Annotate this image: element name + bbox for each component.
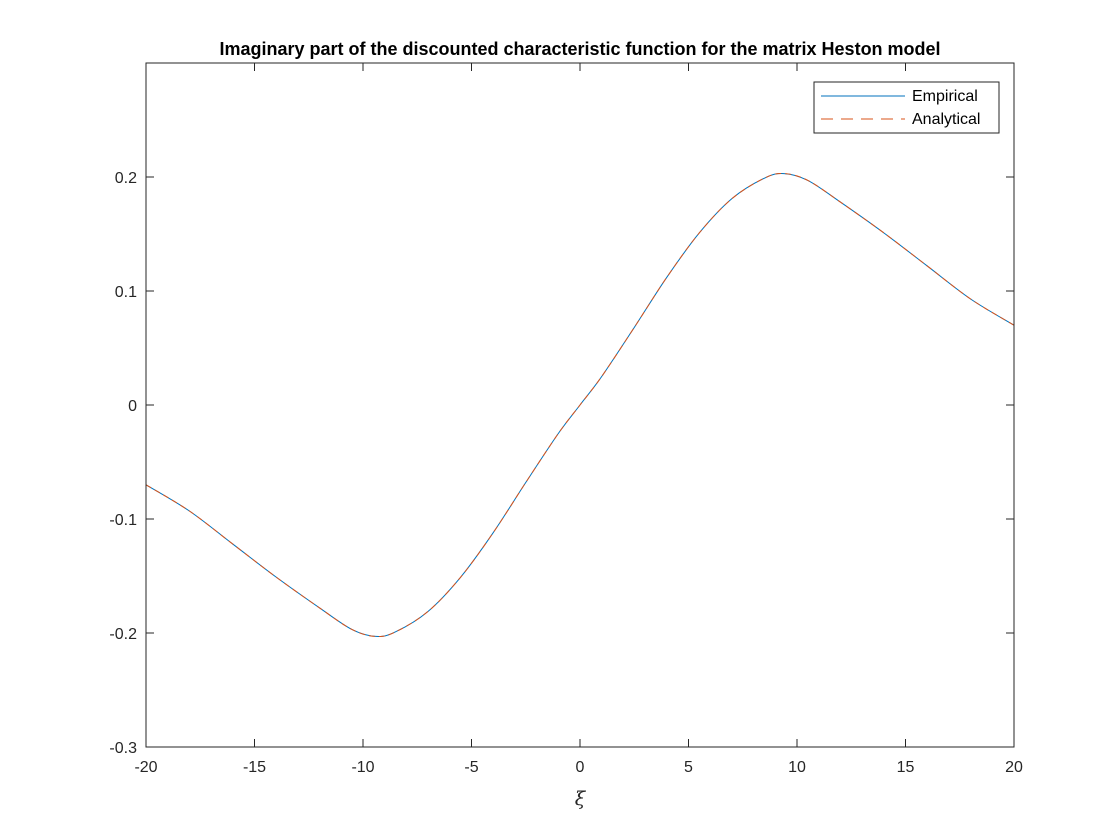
x-tick-label: 10 [788,759,806,776]
x-tick-label: -10 [351,759,374,776]
series-layer [145,172,1015,638]
x-tick-label: 15 [897,759,915,776]
legend-label-analytical: Analytical [912,111,980,128]
y-tick-label: 0.2 [115,170,137,187]
x-tick-label: -5 [464,759,478,776]
y-tick-label: -0.1 [109,512,137,529]
y-tick-label: 0.1 [115,284,137,301]
ticks-layer: -20 -15 -10 -5 0 5 10 15 20 -0.3 -0.2 -0.1 0 0.1 0.2 [109,63,1023,776]
x-axis-label: ξ [575,788,587,810]
x-tick-label: 5 [684,759,693,776]
x-tick-label: 0 [576,759,585,776]
legend-box [813,81,1000,134]
legend: Empirical Analytical [813,81,1000,134]
axes-box [145,62,1015,748]
x-tick-label: -20 [134,759,157,776]
x-tick-label: 20 [1005,759,1023,776]
series-line-analytical [145,172,1015,638]
y-tick-label: 0 [128,398,137,415]
chart-title: Imaginary part of the discounted charact… [219,39,940,59]
legend-label-empirical: Empirical [912,88,978,105]
y-tick-label: -0.3 [109,740,137,757]
x-tick-label: -15 [243,759,266,776]
y-tick-label: -0.2 [109,626,137,643]
